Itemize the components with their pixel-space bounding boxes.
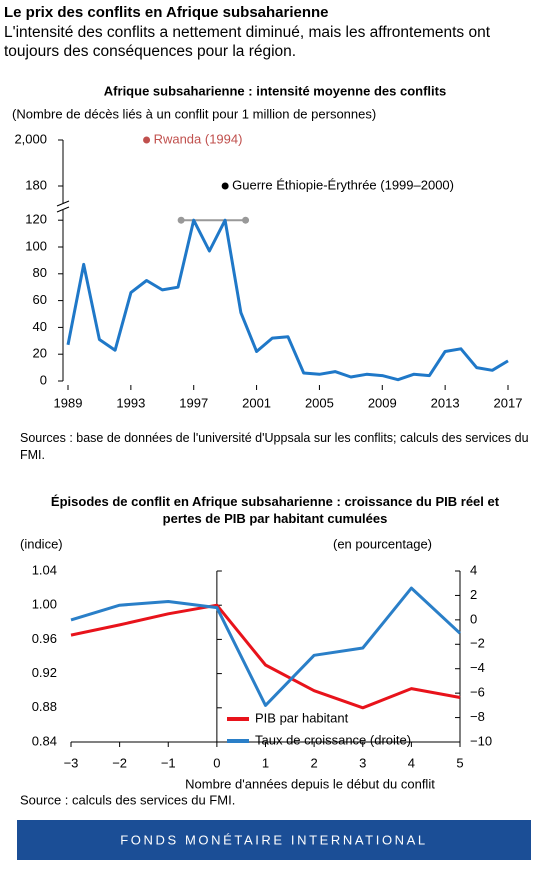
y2-tick-label: −6 [470, 685, 485, 700]
footer: FONDS MONÉTAIRE INTERNATIONAL [120, 832, 428, 847]
axis-break-gap [61, 203, 65, 210]
x-tick-label: 1 [262, 755, 269, 770]
x-tick-label: 2017 [494, 395, 523, 410]
axis-break [56, 200, 70, 207]
legend-label: PIB par habitant [255, 710, 349, 725]
cap-dot [177, 216, 185, 224]
y-tick-label: 1.04 [32, 562, 57, 577]
x-tick-label: 4 [408, 755, 415, 770]
y2-tick-label: 0 [470, 611, 477, 626]
footer-band [17, 820, 531, 860]
chart-title: Épisodes de conflit en Afrique subsahari… [50, 494, 500, 526]
x-tick-label: 0 [213, 755, 220, 770]
x-tick-label: 1997 [179, 395, 208, 410]
y-tick-label: 2,000 [14, 131, 47, 146]
line [66, 218, 509, 382]
annotation-dot [221, 182, 229, 190]
x-tick-label: 2 [311, 755, 318, 770]
line [70, 586, 462, 707]
annotation: Guerre Éthiopie-Érythrée (1999–2000) [232, 177, 454, 192]
y2-axis-label: (en pourcentage) [333, 536, 432, 551]
y-axis-label: (Nombre de décès liés à un conflit pour … [12, 106, 376, 121]
legend-label: Taux de croissance (droite) [255, 732, 411, 747]
y-tick-label: 0.92 [32, 665, 57, 680]
y-tick-label: 80 [33, 265, 47, 280]
page-title: Le prix des conflits en Afrique subsahar… [4, 4, 329, 21]
y-axis-label: (indice) [20, 536, 63, 551]
source: Sources : base de données de l'universit… [20, 431, 529, 462]
y-tick-label: 100 [25, 238, 47, 253]
y-tick-label: 180 [25, 177, 47, 192]
y-tick-label: 0.96 [32, 631, 57, 646]
annotation: Rwanda (1994) [154, 131, 243, 146]
annotation-dot [143, 136, 151, 144]
x-axis-label: Nombre d'années depuis le début du confl… [185, 776, 435, 791]
y2-tick-label: −8 [470, 709, 485, 724]
y-tick-label: 0 [40, 372, 47, 387]
y2-tick-label: −2 [470, 636, 485, 651]
x-tick-label: 2001 [242, 395, 271, 410]
y-tick-label: 0.88 [32, 699, 57, 714]
x-tick-label: 2013 [431, 395, 460, 410]
x-tick-label: 1993 [116, 395, 145, 410]
y-tick-label: 20 [33, 346, 47, 361]
x-tick-label: 1989 [54, 395, 83, 410]
y-tick-label: 40 [33, 319, 47, 334]
y-tick-label: 0.84 [32, 733, 57, 748]
line [70, 603, 461, 710]
cap-dot [242, 216, 250, 224]
x-tick-label: −1 [161, 755, 176, 770]
source: Source : calculs des services du FMI. [20, 792, 235, 807]
x-tick-label: 5 [456, 755, 463, 770]
page-subtitle: L'intensité des conflits a nettement dim… [4, 24, 491, 60]
chart-title: Afrique subsaharienne : intensité moyenn… [104, 83, 446, 98]
x-tick-label: 2005 [305, 395, 334, 410]
axis-break [56, 206, 70, 213]
y-tick-label: 60 [33, 292, 47, 307]
y-tick-label: 120 [25, 212, 47, 227]
y2-tick-label: −10 [470, 733, 492, 748]
y-tick-label: 1.00 [32, 597, 57, 612]
x-tick-label: −3 [64, 755, 79, 770]
x-tick-label: 2009 [368, 395, 397, 410]
y2-tick-label: 4 [470, 562, 477, 577]
x-tick-label: 3 [359, 755, 366, 770]
y2-tick-label: 2 [470, 587, 477, 602]
x-tick-label: −2 [112, 755, 127, 770]
y2-tick-label: −4 [470, 660, 485, 675]
